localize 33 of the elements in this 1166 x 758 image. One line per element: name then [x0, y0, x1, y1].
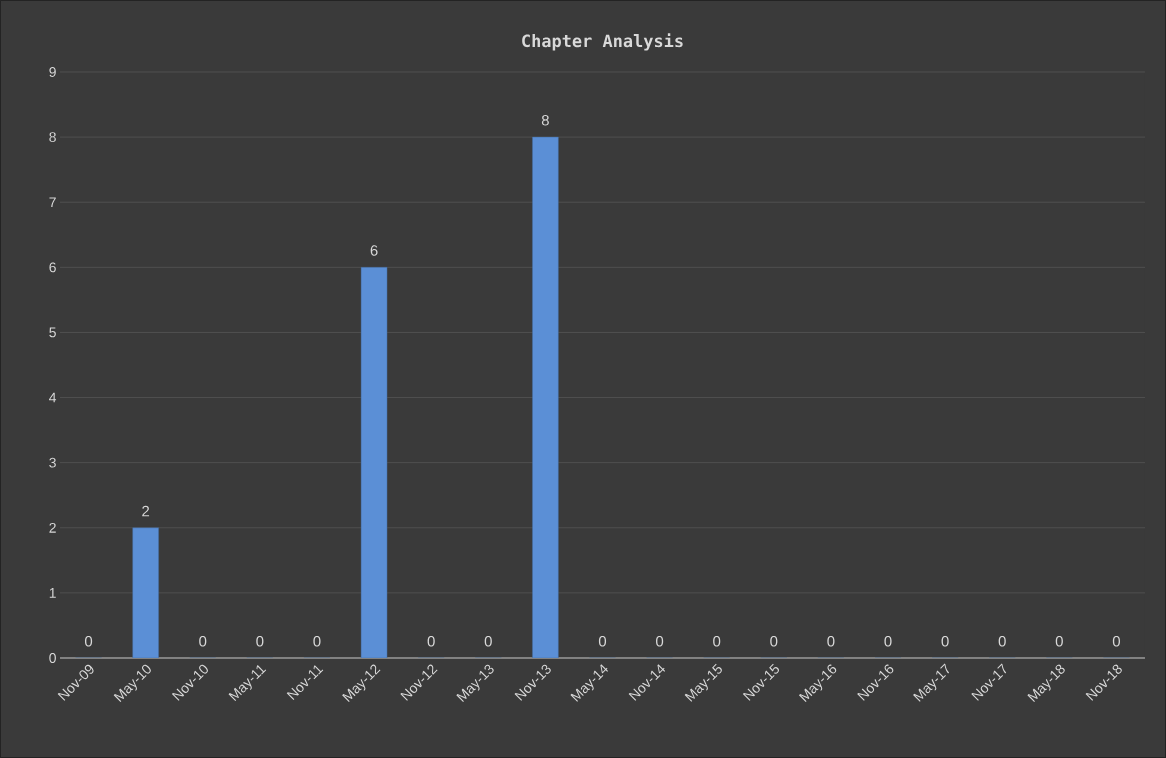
data-label: 0 — [199, 635, 207, 647]
y-tick-label: 0 — [49, 653, 56, 663]
y-tick-label: 1 — [49, 588, 56, 598]
bar — [360, 267, 388, 658]
data-label: 0 — [941, 635, 949, 647]
bar — [532, 136, 559, 658]
data-label: 0 — [313, 635, 321, 647]
data-label: 0 — [598, 635, 607, 647]
y-tick-label: 7 — [49, 197, 56, 208]
bar — [132, 527, 159, 658]
chart-title: Chapter Analysis — [522, 33, 683, 51]
y-tick-label: 2 — [49, 522, 56, 533]
data-label: 0 — [656, 635, 664, 647]
data-label: 0 — [1112, 635, 1120, 647]
y-tick-label: 9 — [49, 67, 56, 77]
data-label: 2 — [142, 505, 150, 517]
data-label: 0 — [998, 635, 1006, 647]
data-label: 0 — [827, 635, 835, 647]
data-label: 0 — [1055, 635, 1063, 647]
data-label: 0 — [427, 635, 435, 647]
data-label: 0 — [256, 635, 264, 647]
data-label: 0 — [84, 635, 93, 647]
data-label: 0 — [484, 635, 492, 647]
y-tick-label: 8 — [49, 132, 56, 143]
data-label: 6 — [370, 245, 378, 256]
data-label: 0 — [770, 635, 778, 647]
y-tick-label: 5 — [49, 327, 56, 338]
data-label: 8 — [541, 115, 549, 126]
data-label: 0 — [713, 635, 721, 647]
y-tick-label: 6 — [49, 262, 56, 273]
y-tick-label: 4 — [49, 392, 57, 403]
data-label: 0 — [884, 635, 892, 647]
y-tick-label: 3 — [49, 457, 56, 468]
